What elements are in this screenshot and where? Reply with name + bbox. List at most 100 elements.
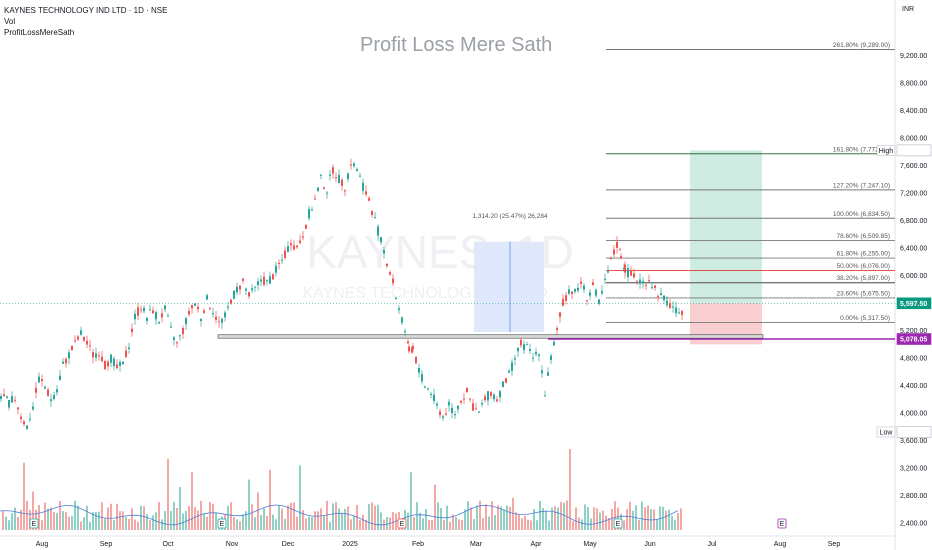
volume-bar: [488, 516, 490, 530]
position-target-zone: [690, 150, 762, 304]
volume-bar: [557, 507, 559, 530]
candle-body: [475, 408, 477, 410]
volume-bar: [374, 505, 376, 530]
candle-body: [329, 174, 331, 176]
candle-body: [681, 311, 683, 316]
volume-bar: [581, 519, 583, 530]
candle-body: [508, 370, 510, 373]
volume-bar: [584, 504, 586, 530]
x-tick-label: Feb: [412, 541, 424, 548]
candle-body: [514, 358, 516, 360]
volume-bar: [413, 516, 415, 530]
candle-body: [263, 276, 265, 285]
candle-body: [179, 335, 181, 337]
volume-bar: [215, 512, 217, 530]
candle-body: [636, 280, 638, 282]
candle-body: [275, 265, 277, 273]
volume-bar: [236, 519, 238, 530]
candle-body: [197, 306, 199, 310]
candle-body: [176, 342, 178, 344]
volume-bar: [80, 521, 82, 530]
volume-bar: [434, 484, 436, 530]
volume-bar: [545, 510, 547, 530]
volume-bar: [596, 508, 598, 530]
candle-body: [499, 391, 501, 398]
candle-body: [589, 292, 591, 296]
volume-bar: [41, 520, 43, 530]
candle-body: [320, 174, 322, 176]
volume-bar: [494, 515, 496, 530]
volume-bar: [23, 462, 25, 530]
candle-body: [26, 425, 28, 430]
candle-body: [412, 346, 414, 350]
y-tick-label: 8,400.00: [900, 108, 927, 115]
candle-body: [134, 313, 136, 320]
volume-bar: [440, 508, 442, 530]
volume-bar: [623, 520, 625, 530]
candle-body: [460, 400, 462, 403]
candle-body: [586, 300, 588, 302]
volume-bar: [644, 507, 646, 530]
candle-body: [380, 237, 382, 243]
candle-body: [233, 290, 235, 299]
volume-bar: [314, 511, 316, 530]
volume-bar: [368, 504, 370, 530]
volume-bar: [137, 521, 139, 530]
volume-bar: [158, 502, 160, 530]
candle-body: [236, 286, 238, 293]
volume-bar: [605, 515, 607, 530]
volume-bar: [275, 519, 277, 530]
candle-body: [657, 295, 659, 297]
candle-body: [651, 287, 653, 289]
candle-body: [278, 262, 280, 264]
volume-bar: [428, 519, 430, 530]
volume-bar: [131, 508, 133, 530]
custom-indicator-label[interactable]: ProfitLossMereSath: [4, 28, 75, 37]
volume-bar: [8, 520, 10, 530]
candle-body: [616, 241, 618, 248]
currency-label[interactable]: INR: [902, 6, 915, 13]
volume-bar: [284, 518, 286, 530]
candle-body: [511, 362, 513, 371]
volume-bar: [443, 519, 445, 530]
candle-body: [520, 339, 522, 346]
candle-body: [89, 345, 91, 347]
candle-body: [408, 346, 410, 352]
fib-level-label: 78.60% (6,509.85): [837, 233, 890, 240]
candle-body: [74, 340, 76, 342]
volume-bar: [302, 510, 304, 530]
candle-body: [493, 394, 495, 400]
candle-body: [424, 386, 426, 388]
x-tick-label: Jun: [644, 541, 655, 548]
price-tag: [896, 297, 932, 310]
candle-body: [487, 391, 489, 401]
volume-bar: [53, 512, 55, 530]
candle-body: [604, 278, 606, 280]
candle-body: [182, 327, 184, 335]
volume-bar: [290, 502, 292, 530]
candle-body: [305, 225, 307, 229]
candle-body: [242, 278, 244, 281]
candle-body: [669, 303, 671, 308]
fib-level-label: 38.20% (5,897.00): [837, 275, 890, 282]
y-tick-label: 8,000.00: [900, 136, 927, 143]
volume-indicator-label[interactable]: Vol: [4, 17, 16, 26]
volume-bar: [587, 507, 589, 530]
volume-bar: [293, 502, 295, 530]
earnings-marker: [29, 518, 39, 529]
volume-bar: [638, 519, 640, 530]
candle-body: [407, 341, 409, 344]
candle-body: [287, 246, 289, 252]
volume-bar: [182, 513, 184, 530]
volume-bar: [410, 472, 412, 530]
fib-level-label: 161.80% (7,772.30): [833, 146, 890, 153]
volume-bar: [161, 519, 163, 530]
candle-body: [338, 174, 340, 184]
candle-body: [284, 250, 286, 258]
volume-bar: [332, 503, 334, 530]
volume-bar: [263, 508, 265, 530]
volume-bar: [56, 512, 58, 530]
volume-bar: [77, 505, 79, 530]
candle-body: [20, 416, 22, 420]
